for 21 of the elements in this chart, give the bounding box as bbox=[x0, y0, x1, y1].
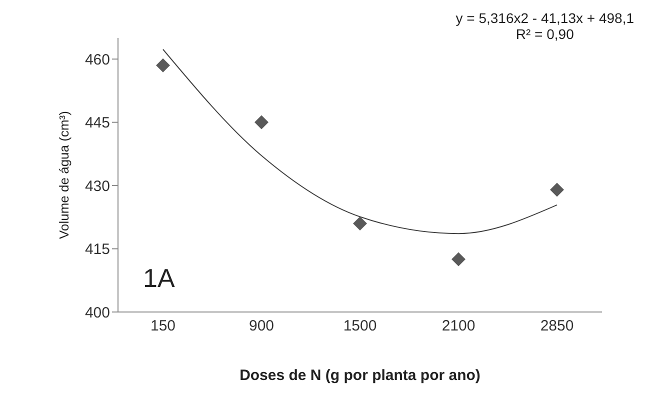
y-tick-label: 460 bbox=[84, 51, 110, 68]
point bbox=[550, 182, 564, 197]
annotation: 1A bbox=[143, 263, 175, 294]
y-tick-label: 415 bbox=[84, 241, 110, 258]
x-tick-label: 2850 bbox=[540, 318, 574, 335]
y-tick-label: 430 bbox=[84, 178, 110, 195]
point bbox=[156, 58, 170, 72]
point bbox=[353, 216, 367, 230]
annotation: R² = 0,90 bbox=[514, 26, 575, 42]
point bbox=[254, 115, 268, 130]
x-axis-title: Doses de N (g por planta por ano) bbox=[240, 367, 480, 384]
x-tick-label: 150 bbox=[150, 318, 176, 335]
text: y = 5,316x2 - 41,13x + 498,1 bbox=[456, 10, 634, 26]
y-axis-title: Volume de água (cm³) bbox=[56, 111, 72, 239]
line-series bbox=[162, 48, 558, 234]
point bbox=[452, 252, 466, 266]
y-tick-label: 400 bbox=[84, 304, 110, 322]
x-tick-label: 2100 bbox=[442, 318, 476, 335]
x-tick-label: 1500 bbox=[343, 318, 377, 335]
y-tick-label: 445 bbox=[84, 114, 110, 132]
x-tick-label: 900 bbox=[248, 318, 274, 335]
